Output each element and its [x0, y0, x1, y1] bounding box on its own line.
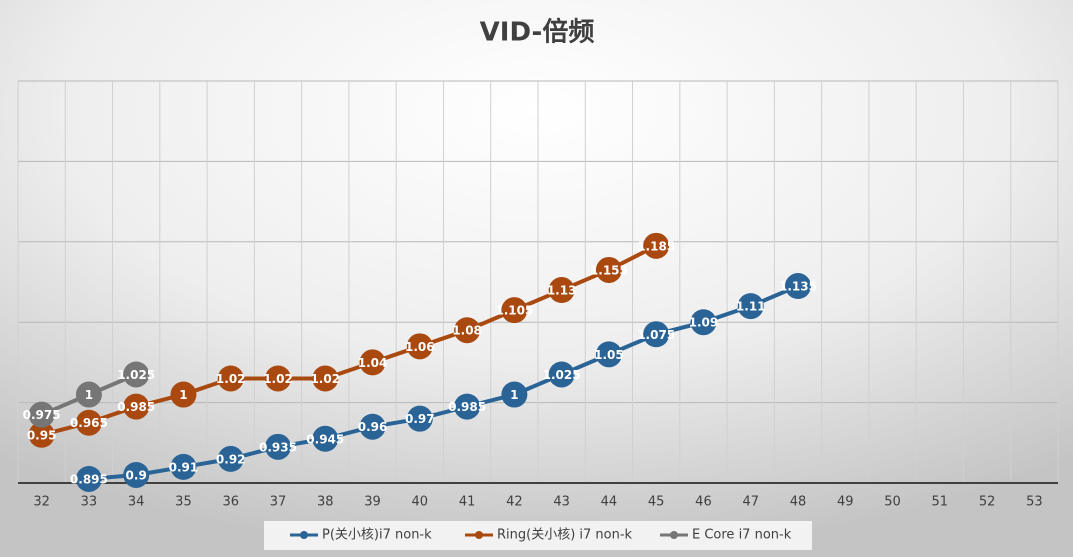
data-point [312, 365, 339, 392]
legend-label: E Core i7 non-k [692, 528, 792, 543]
data-point [123, 393, 150, 420]
data-point [312, 425, 339, 452]
data-label: 0.965 [70, 416, 108, 430]
data-point [265, 433, 291, 460]
data-label: 1.075 [637, 328, 675, 342]
x-tick-label: 52 [979, 495, 996, 510]
data-point [265, 365, 291, 392]
data-label: 1.185 [637, 239, 675, 253]
data-label: 1.11 [736, 300, 766, 314]
data-point [690, 309, 717, 336]
x-tick-label: 33 [81, 495, 98, 510]
data-point [454, 393, 481, 420]
data-point [28, 401, 55, 428]
x-tick-label: 44 [601, 495, 618, 510]
data-point [454, 317, 481, 344]
data-label: 0.91 [169, 460, 199, 474]
x-tick-label: 34 [128, 495, 145, 510]
legend-marker [475, 531, 483, 539]
x-tick-label: 45 [648, 495, 665, 510]
legend-marker [300, 531, 308, 539]
data-label: 0.92 [216, 452, 246, 466]
legend-box [264, 521, 812, 550]
x-tick-label: 32 [33, 495, 50, 510]
x-tick-label: 40 [412, 495, 429, 510]
x-tick-label: 37 [270, 495, 287, 510]
data-label: 1.13 [547, 284, 577, 298]
x-tick-label: 36 [222, 495, 239, 510]
x-tick-label: 41 [459, 495, 476, 510]
data-point [785, 273, 811, 300]
data-point [123, 361, 150, 388]
data-point [123, 461, 150, 488]
data-point [359, 413, 386, 440]
data-point [406, 405, 433, 432]
x-tick-label: 46 [695, 495, 712, 510]
data-point [501, 381, 528, 408]
data-label: 1.155 [590, 263, 628, 277]
legend-marker [670, 531, 678, 539]
data-point [737, 293, 764, 320]
data-point [595, 256, 622, 283]
data-point [548, 361, 575, 388]
x-tick-label: 38 [317, 495, 334, 510]
legend-label: Ring(关小核) i7 non-k [497, 528, 633, 543]
data-point [406, 333, 433, 360]
data-label: 0.985 [448, 400, 486, 414]
data-point [548, 277, 575, 304]
data-point [359, 349, 386, 376]
data-label: 0.95 [27, 428, 57, 442]
x-tick-label: 42 [506, 495, 523, 510]
data-point [75, 381, 102, 408]
data-label: 1 [85, 388, 93, 402]
x-tick-label: 50 [884, 495, 901, 510]
data-label: 0.9 [126, 468, 147, 482]
data-point [170, 453, 197, 480]
data-label: 0.97 [405, 412, 435, 426]
data-label: 1.02 [310, 372, 340, 386]
data-point [28, 421, 55, 448]
data-label: 1.02 [263, 372, 293, 386]
data-label: 0.895 [70, 472, 108, 486]
data-point [501, 297, 528, 324]
data-point [217, 365, 244, 392]
data-label: 1.105 [495, 304, 533, 318]
data-point [75, 409, 102, 436]
x-tick-label: 51 [932, 495, 949, 510]
data-label: 0.96 [358, 420, 388, 434]
chart-title: VID-倍频 [480, 17, 595, 48]
data-label: 1.025 [543, 368, 581, 382]
data-label: 1.04 [358, 356, 388, 370]
data-point [643, 321, 670, 348]
data-point [595, 341, 622, 368]
data-label: 1.09 [689, 316, 719, 330]
data-label: 1.025 [117, 368, 155, 382]
data-label: 1 [510, 388, 518, 402]
x-tick-label: 49 [837, 495, 854, 510]
data-label: 1.06 [405, 340, 435, 354]
data-point [170, 381, 197, 408]
data-point [217, 445, 244, 472]
data-label: 1 [179, 388, 187, 402]
data-point [75, 465, 102, 492]
data-label: 1.05 [594, 348, 624, 362]
data-label: 0.975 [23, 408, 61, 422]
x-tick-label: 48 [790, 495, 807, 510]
x-tick-label: 35 [175, 495, 192, 510]
data-label: 1.02 [216, 372, 246, 386]
data-label: 0.935 [259, 440, 297, 454]
x-tick-label: 47 [742, 495, 759, 510]
data-label: 1.135 [779, 280, 817, 294]
x-tick-label: 53 [1026, 495, 1043, 510]
x-tick-label: 39 [364, 495, 381, 510]
x-tick-label: 43 [553, 495, 570, 510]
data-point [643, 232, 670, 259]
data-label: 0.985 [117, 400, 155, 414]
legend-label: P(关小核)i7 non-k [322, 528, 432, 543]
data-label: 0.945 [306, 432, 344, 446]
series-line [88, 284, 799, 481]
data-label: 1.08 [452, 324, 482, 338]
